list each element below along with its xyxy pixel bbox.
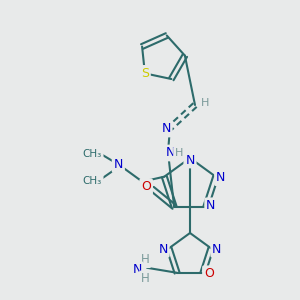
Text: H: H: [141, 272, 149, 285]
Text: N: N: [212, 243, 222, 256]
Text: H: H: [141, 253, 149, 266]
Text: CH₃: CH₃: [83, 149, 102, 159]
Text: S: S: [141, 67, 149, 80]
Text: N: N: [114, 158, 123, 171]
Text: N: N: [216, 171, 225, 184]
Text: O: O: [141, 180, 151, 193]
Text: H: H: [201, 98, 209, 108]
Text: N: N: [161, 122, 171, 136]
Text: N: N: [158, 243, 168, 256]
Text: O: O: [204, 267, 214, 280]
Text: H: H: [175, 148, 183, 158]
Text: N: N: [206, 199, 216, 212]
Text: N: N: [165, 146, 175, 160]
Text: N: N: [132, 263, 142, 276]
Text: N: N: [185, 154, 195, 166]
Text: CH₃: CH₃: [83, 176, 102, 186]
